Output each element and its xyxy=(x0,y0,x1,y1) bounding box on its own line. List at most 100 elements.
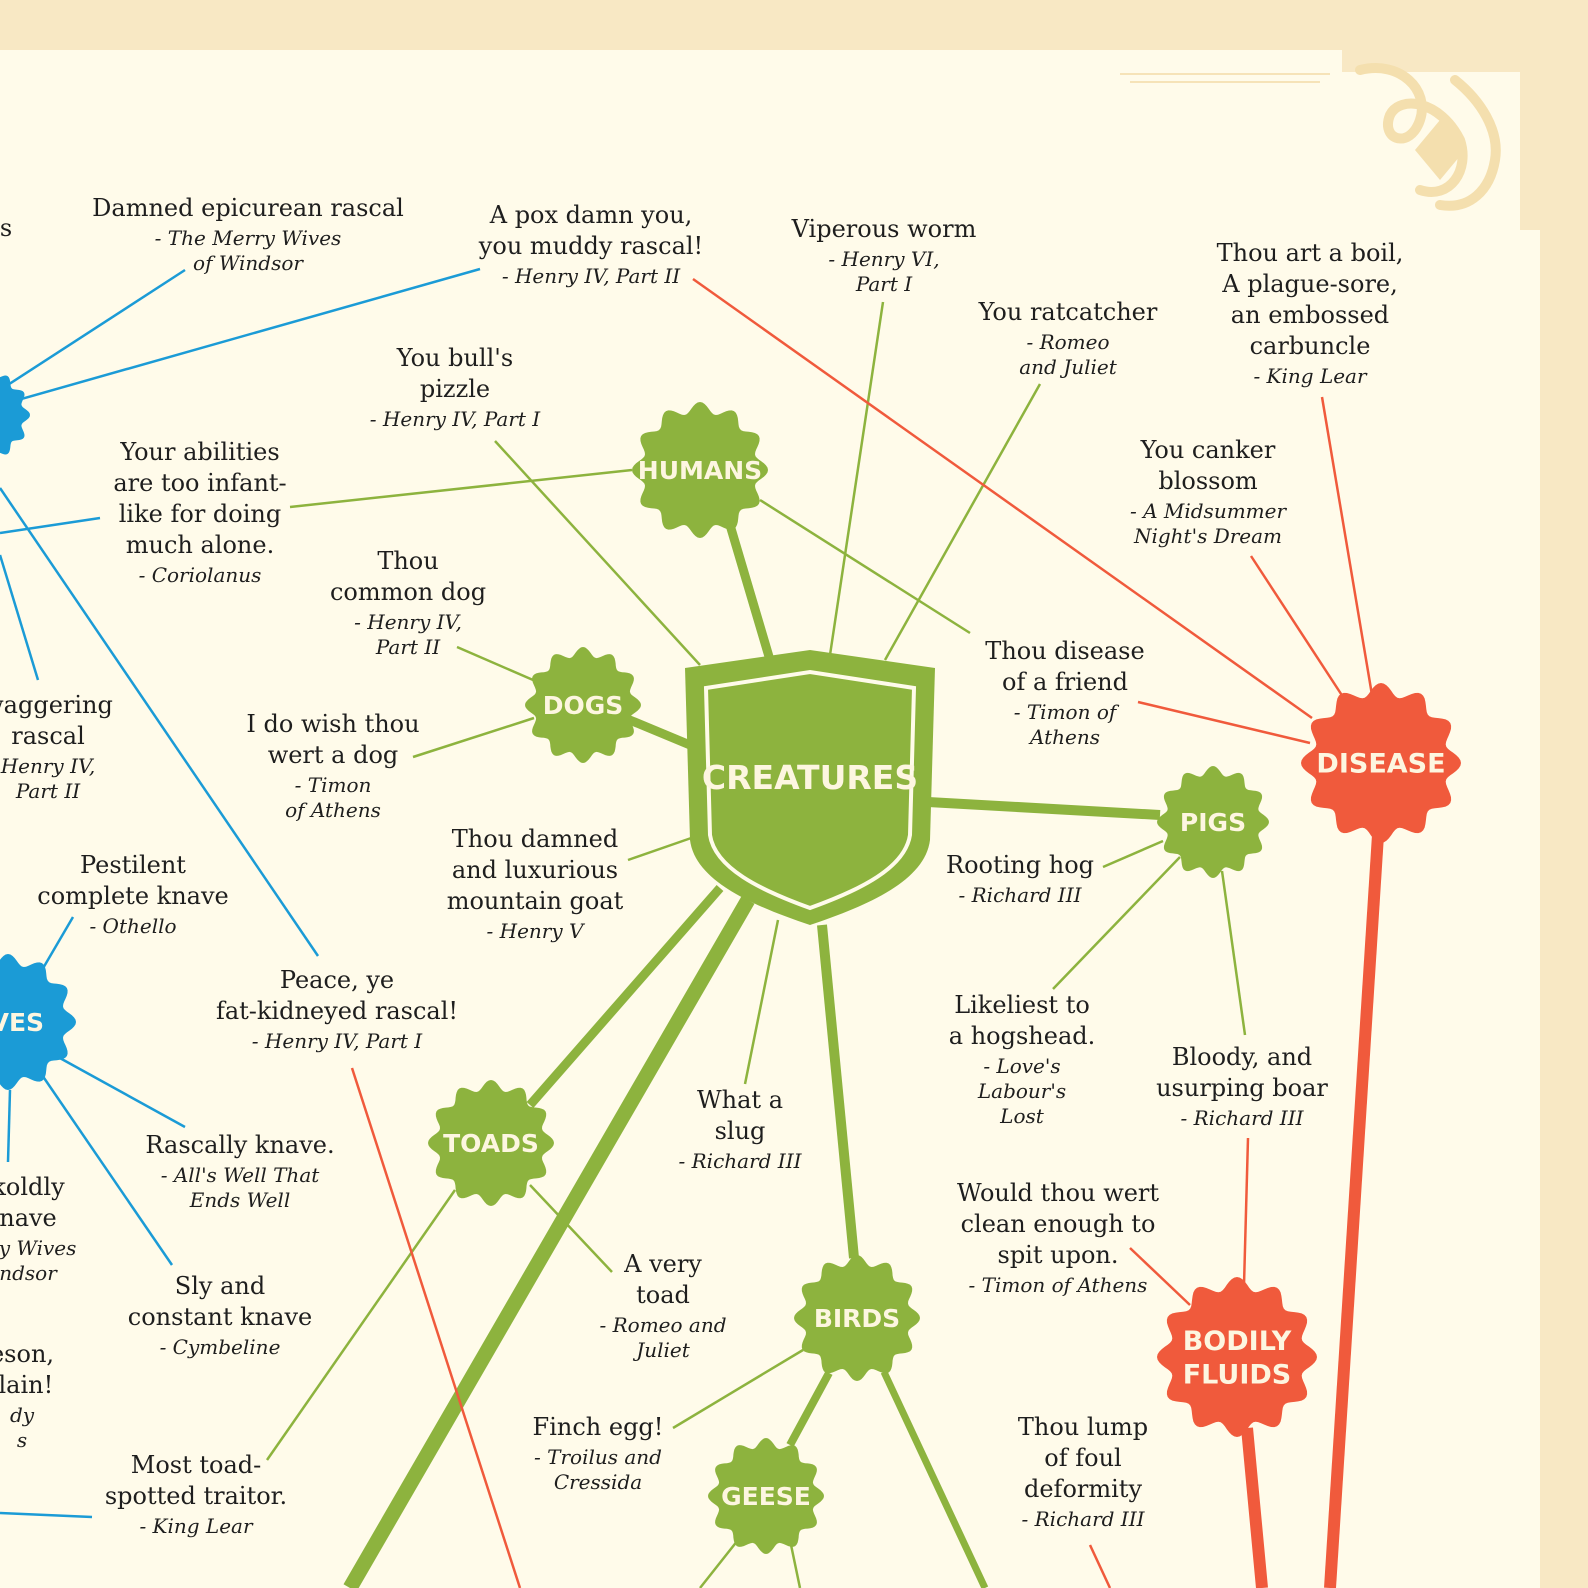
badge-label: BIRDS xyxy=(814,1304,900,1333)
quote-text-line: slug xyxy=(714,1117,766,1145)
quote-text-line: A plague-sore, xyxy=(1222,270,1398,298)
link-boil xyxy=(1320,396,1374,696)
quote-pizzle: You bull's pizzle - Henry IV, Part I xyxy=(370,343,540,432)
link-peace-blue xyxy=(0,487,320,957)
quote-source-line: - The Merry Wives xyxy=(154,226,342,250)
quote-viperous: Viperous worm - Henry VI, Part I xyxy=(792,214,977,297)
quote-text-line: Thou lump xyxy=(1017,1413,1149,1441)
quote-text-line: carbuncle xyxy=(1249,332,1371,360)
quote-text-line: Thou xyxy=(377,547,439,575)
quote-very-toad: A very toad - Romeo and Juliet xyxy=(599,1249,726,1363)
quote-text-line: clean enough to xyxy=(960,1210,1156,1238)
quote-text-line: Sly and xyxy=(174,1272,266,1300)
link-toad-spotted-blue xyxy=(0,1511,93,1519)
link-rascally xyxy=(57,1055,186,1129)
quote-text-line: fat-kidneyed rascal! xyxy=(215,997,459,1025)
link-common-dog xyxy=(456,645,541,685)
quote-pestilent: Pestilent complete knave - Othello xyxy=(37,850,228,939)
link-finch xyxy=(672,1348,804,1430)
quote-abilities: Your abilities are too infant-like for do… xyxy=(113,437,286,588)
link-disease-offpage xyxy=(1324,834,1384,1588)
quote-source-line: ndsor xyxy=(0,1261,57,1285)
link-boar-fluids xyxy=(1242,1137,1250,1286)
quote-text-line: Damned epicurean rascal xyxy=(92,194,404,222)
link-slug xyxy=(743,919,780,1085)
link-creatures-birds xyxy=(817,924,859,1259)
badge-birds: BIRDS xyxy=(794,1255,920,1381)
quote-source-line: - All's Well That xyxy=(160,1163,320,1187)
shield-body xyxy=(685,650,935,925)
link-toad-spotted xyxy=(265,1189,457,1461)
quote-text-line: a hogshead. xyxy=(948,1022,1096,1050)
badge-disease: DISEASE xyxy=(1301,683,1461,843)
quote-boil: Thou art a boil, A plague-sore, an embosse… xyxy=(1217,238,1404,389)
quote-text-line: blossom xyxy=(1158,467,1258,495)
badge-shape xyxy=(525,647,641,763)
link-hogshead xyxy=(1052,856,1181,990)
quote-source-line: Ends Well xyxy=(189,1188,291,1212)
badge-shape xyxy=(632,402,768,538)
quote-text-line: of foul xyxy=(1044,1444,1122,1472)
link-abilities-blue xyxy=(0,516,101,535)
ornament-flourish xyxy=(1355,63,1501,211)
quote-sly: Sly and constant knave - Cymbeline xyxy=(128,1271,312,1360)
link-viperous xyxy=(828,301,885,656)
quote-source-line: Labour's xyxy=(977,1079,1067,1103)
quote-text-line: You bull's xyxy=(396,344,514,372)
link-cuckoldly xyxy=(6,1089,12,1163)
quote-hogshead: Likeliest to a hogshead. - Love's Labour's L… xyxy=(949,990,1095,1129)
badge-label: DISEASE xyxy=(1316,749,1445,780)
quote-source-line: - Richard III xyxy=(678,1149,802,1173)
link-goat xyxy=(627,834,698,862)
link-sly xyxy=(40,1074,174,1266)
badge-label: AVES xyxy=(0,1008,44,1037)
link-epicurean xyxy=(0,268,186,392)
quote-text-line: of a friend xyxy=(1002,668,1128,696)
badge-knaves: AVES xyxy=(0,954,76,1090)
quote-text-line: spotted traitor. xyxy=(104,1482,288,1510)
badge-label: DOGS xyxy=(543,691,624,720)
link-creatures-offpage xyxy=(343,896,755,1588)
quote-text-line: wert a dog xyxy=(267,741,399,769)
quote-source-line: of Windsor xyxy=(193,251,303,275)
link-fluids-offpage xyxy=(1241,1427,1268,1588)
connector-lines xyxy=(0,267,1384,1588)
center-shield: CREATURES xyxy=(685,650,935,925)
link-ratcatcher xyxy=(883,383,1042,661)
quote-source-line: Night's Dream xyxy=(1133,524,1283,548)
badge-blue-top xyxy=(0,375,30,455)
quote-source-line: Part II xyxy=(375,635,441,659)
badge-shape xyxy=(794,1255,920,1381)
quote-finch: Finch egg! - Troilus and Cressida xyxy=(533,1412,664,1495)
quote-text-line: nave xyxy=(0,1204,57,1232)
quote-text-line: pizzle xyxy=(419,375,491,403)
quote-text-line: spit upon. xyxy=(997,1241,1119,1269)
quote-peace: Peace, ye fat-kidneyed rascal! - Henry IV,… xyxy=(216,965,458,1054)
quote-hog: Rooting hog - Richard III xyxy=(946,850,1094,908)
quote-spit: Would thou wert clean enough to spit upon.… xyxy=(957,1178,1159,1298)
quote-source-line: - Henry IV, Part I xyxy=(369,407,541,431)
quote-source-line: Part II xyxy=(15,779,81,803)
badge-geese: GEESE xyxy=(708,1438,824,1554)
link-geese-right xyxy=(788,1539,802,1588)
link-disease-friend xyxy=(1137,700,1311,745)
quote-text-line: Pestilent xyxy=(80,851,186,879)
quote-text-line: A pox damn you, xyxy=(489,201,693,229)
quote-text-line: mountain goat xyxy=(446,887,624,915)
quote-text-line: Viperous worm xyxy=(791,215,977,243)
link-birds-offpage xyxy=(880,1370,989,1588)
quote-source-line: - Coriolanus xyxy=(138,563,262,587)
quote-source-line: Juliet xyxy=(636,1338,690,1362)
quote-text-line: Your abilities xyxy=(120,438,280,466)
quote-source-line: - King Lear xyxy=(1253,364,1367,388)
quote-disease-friend: Thou disease of a friend - Timon of Athens xyxy=(985,636,1144,750)
badge-label: TOADS xyxy=(443,1129,539,1158)
category-badges: HUMANS DOGS PIGS TOADS BIRDS GEESE DISEASE BODI… xyxy=(0,375,1461,1554)
quote-epicurean: Damned epicurean rascal - The Merry Wives… xyxy=(92,193,404,276)
quote-text-line: Bloody, and xyxy=(1171,1043,1313,1071)
badge-shape xyxy=(708,1438,824,1554)
link-humans-disease-friend xyxy=(759,498,971,635)
link-creatures-pigs xyxy=(927,797,1161,820)
